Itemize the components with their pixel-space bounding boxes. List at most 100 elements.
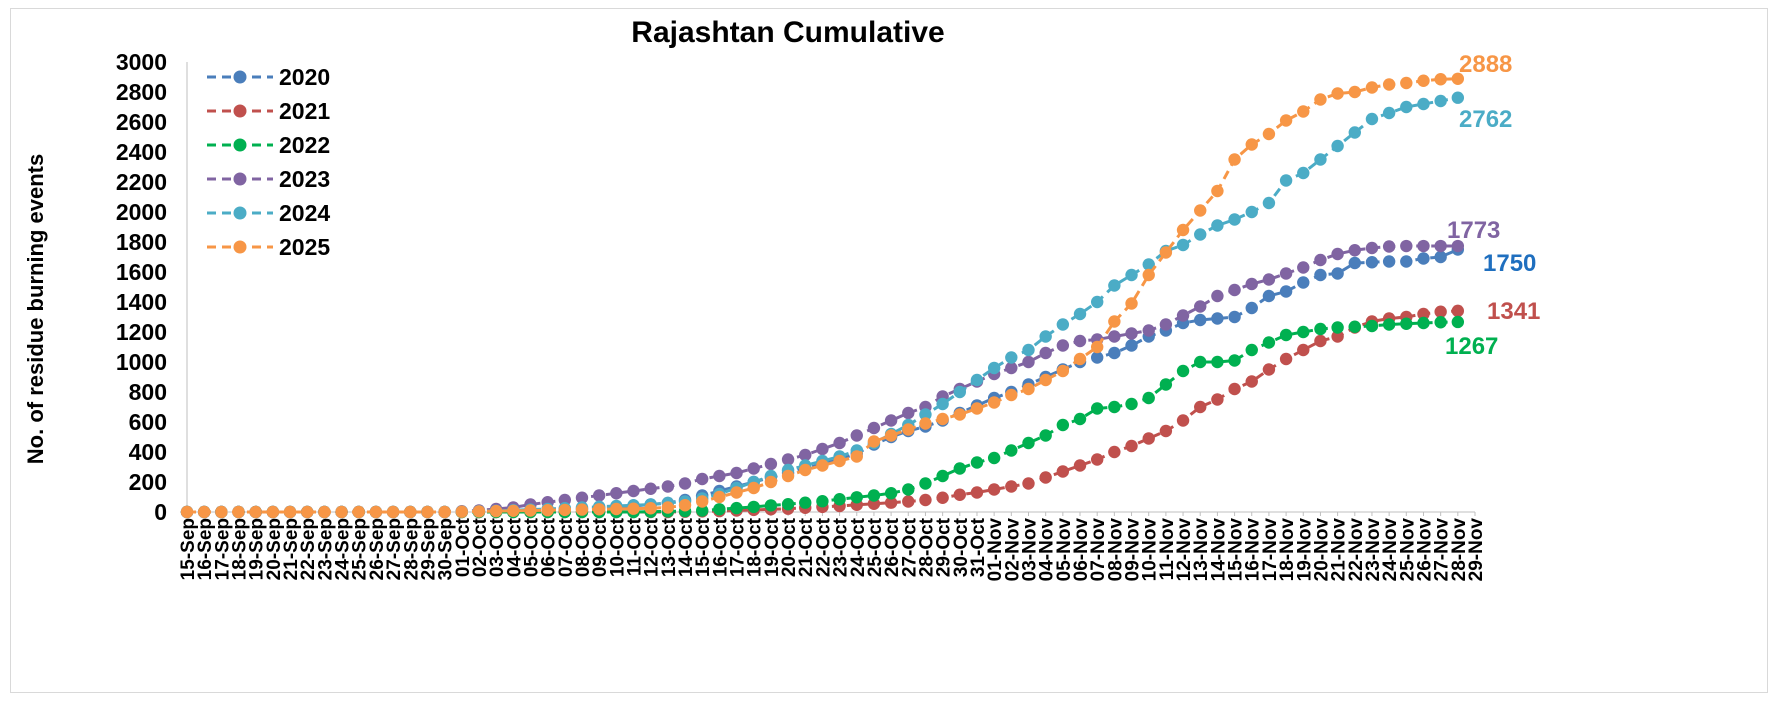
data-point-2021 [1074,459,1086,471]
data-point-2025 [284,506,296,518]
data-point-2025 [1331,87,1343,99]
legend-label-2020: 2020 [279,64,330,90]
data-point-2023 [1039,347,1051,359]
data-point-2025 [559,504,571,516]
data-point-2023 [1331,248,1343,260]
data-point-2025 [232,506,244,518]
data-point-2025 [919,417,931,429]
data-point-2022 [1246,344,1258,356]
data-point-2021 [936,492,948,504]
data-point-2025 [1228,153,1240,165]
data-point-2024 [1297,167,1309,179]
data-point-2025 [1263,128,1275,140]
data-point-2025 [1125,297,1137,309]
data-point-2020 [1366,256,1378,268]
data-point-2020 [1297,276,1309,288]
data-point-2025 [954,408,966,420]
end-value-label-2021: 1341 [1487,298,1540,325]
data-point-2021 [1108,446,1120,458]
data-point-2023 [1297,261,1309,273]
data-point-2025 [696,495,708,507]
data-point-2020 [1434,251,1446,263]
legend-label-2022: 2022 [279,132,330,158]
data-point-2020 [1383,255,1395,267]
end-value-label-2022: 1267 [1445,333,1498,360]
series-2023 [181,240,1464,518]
data-point-2024 [1194,228,1206,240]
data-point-2025 [1194,204,1206,216]
data-point-2022 [1022,437,1034,449]
data-point-2022 [1417,317,1429,329]
data-point-2022 [919,477,931,489]
data-point-2023 [610,487,622,499]
data-point-2024 [1039,330,1051,342]
data-point-2025 [456,506,468,518]
y-tick-label: 1800 [116,229,167,255]
end-value-label-2023: 1773 [1447,217,1500,244]
data-point-2025 [267,506,279,518]
data-point-2025 [1280,114,1292,126]
data-point-2023 [1057,339,1069,351]
line-chart: Rajashtan Cumulative No. of residue burn… [11,9,1769,694]
data-point-2022 [1366,320,1378,332]
data-point-2025 [1057,365,1069,377]
data-point-2024 [1331,140,1343,152]
data-point-2022 [1452,316,1464,328]
data-point-2021 [1057,465,1069,477]
data-point-2021 [1297,344,1309,356]
series-2022 [181,316,1464,518]
data-point-2021 [1280,353,1292,365]
y-tick-label: 400 [129,439,167,465]
data-point-2025 [301,506,313,518]
data-point-2025 [1143,269,1155,281]
data-point-2024 [1211,219,1223,231]
data-point-2021 [1211,393,1223,405]
data-point-2025 [249,506,261,518]
data-point-2021 [902,495,914,507]
data-point-2025 [1160,246,1172,258]
data-point-2022 [1331,321,1343,333]
data-point-2025 [1039,374,1051,386]
data-point-2022 [1057,419,1069,431]
data-point-2020 [1349,257,1361,269]
data-point-2024 [1091,296,1103,308]
data-point-2022 [1434,316,1446,328]
data-point-2022 [1074,413,1086,425]
data-point-2020 [1400,255,1412,267]
data-point-2025 [438,506,450,518]
data-point-2024 [1074,308,1086,320]
legend-label-2025: 2025 [279,234,330,260]
y-tick-label: 2000 [116,199,167,225]
data-point-2023 [1366,242,1378,254]
data-point-2025 [662,501,674,513]
data-point-2021 [1246,375,1258,387]
data-point-2022 [1125,398,1137,410]
data-point-2025 [1383,78,1395,90]
y-axis-label: No. of residue burning events [23,154,48,464]
y-tick-label: 2200 [116,169,167,195]
data-point-2023 [1228,284,1240,296]
legend-label-2023: 2023 [279,166,330,192]
data-point-2023 [1194,300,1206,312]
data-point-2025 [988,396,1000,408]
data-point-2025 [902,423,914,435]
data-point-2025 [816,459,828,471]
data-point-2023 [902,407,914,419]
data-point-2022 [730,502,742,514]
data-point-2025 [851,450,863,462]
data-point-2023 [679,477,691,489]
series-line-2022 [187,322,1458,512]
end-value-label-2024: 2762 [1459,106,1512,133]
data-point-2022 [833,493,845,505]
data-point-2020 [1263,290,1275,302]
data-point-2025 [644,502,656,514]
data-point-2025 [541,504,553,516]
series-2021 [181,305,1464,519]
data-point-2023 [1074,335,1086,347]
chart-title: Rajashtan Cumulative [631,16,944,49]
data-point-2021 [1194,401,1206,413]
data-point-2025 [610,503,622,515]
data-point-2023 [1022,356,1034,368]
data-point-2025 [1246,138,1258,150]
series-line-2020 [187,250,1458,513]
